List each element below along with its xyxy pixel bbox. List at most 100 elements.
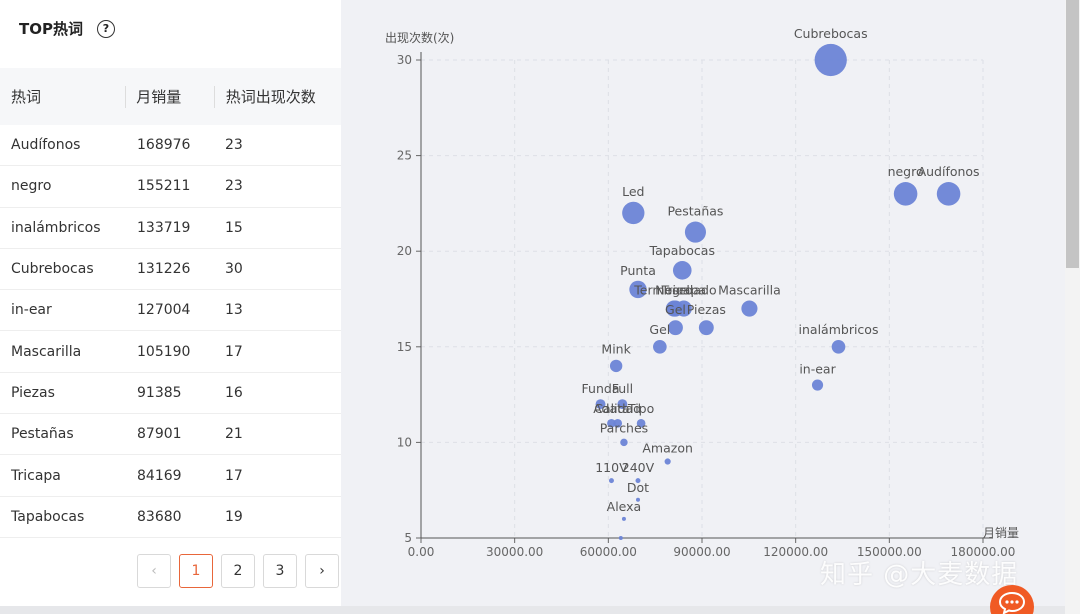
y-tick-label: 25 <box>397 149 412 163</box>
chevron-right-icon: › <box>319 563 325 579</box>
scatter-point[interactable] <box>613 418 623 428</box>
scatter-point[interactable] <box>814 43 847 77</box>
cell-keyword: Tapabocas <box>11 508 85 525</box>
cell-keyword: inalámbricos <box>11 219 101 236</box>
cell-occurrences: 19 <box>225 508 243 525</box>
scatter-point[interactable] <box>620 438 628 447</box>
cell-keyword: negro <box>11 178 52 195</box>
point-label: Mascarilla <box>718 283 781 298</box>
scatter-point[interactable] <box>811 379 824 391</box>
table-row[interactable]: Piezas 91385 16 <box>0 373 341 415</box>
top-keywords-panel: TOP热词 ? 热词 月销量 热词出现次数 Audífonos 168976 23 n… <box>0 0 341 606</box>
scatter-point[interactable] <box>653 339 667 354</box>
point-label: 240V <box>622 460 655 475</box>
scatter-point[interactable] <box>595 399 606 410</box>
scatter-point[interactable] <box>629 280 647 299</box>
point-label: negro <box>888 164 924 179</box>
scatter-point[interactable] <box>635 497 640 502</box>
cell-occurrences: 23 <box>225 178 243 195</box>
scatter-point[interactable] <box>622 201 645 225</box>
scatter-point[interactable] <box>698 320 714 336</box>
page-1-button[interactable]: 1 <box>179 554 213 588</box>
point-label: Alexa <box>607 499 642 514</box>
prev-page-button[interactable]: ‹ <box>137 554 171 588</box>
cell-keyword: Tricapa <box>11 467 61 484</box>
table-row[interactable]: inalámbricos 133719 15 <box>0 208 341 249</box>
cell-occurrences: 23 <box>225 137 243 154</box>
table-body: Audífonos 168976 23 negro 155211 23 inalámbric… <box>0 125 341 538</box>
table-row[interactable]: Pestañas 87901 21 <box>0 414 341 456</box>
scatter-point[interactable] <box>936 182 961 206</box>
point-label: Full <box>612 381 633 396</box>
scrollbar-thumb[interactable] <box>1066 0 1079 268</box>
y-tick-label: 5 <box>404 531 412 545</box>
scatter-point[interactable] <box>635 478 641 484</box>
scatter-point[interactable] <box>609 359 623 373</box>
scatter-point[interactable] <box>617 399 628 410</box>
point-label: Tipo <box>627 401 654 416</box>
point-label: inalámbricos <box>799 322 879 337</box>
point-label: Calidad <box>594 401 641 416</box>
cell-occurrences: 15 <box>225 219 243 236</box>
point-label: Gel <box>665 302 686 317</box>
cell-monthly-sales: 105190 <box>137 343 191 360</box>
chat-button[interactable] <box>990 585 1034 614</box>
panel-title: TOP热词 <box>19 20 83 38</box>
header-divider <box>125 85 127 108</box>
cell-keyword: Pestañas <box>11 426 74 443</box>
y-tick-label: 30 <box>397 53 412 67</box>
scatter-point[interactable] <box>618 536 623 540</box>
point-label: Led <box>622 184 644 199</box>
next-page-button[interactable]: › <box>305 554 339 588</box>
cell-monthly-sales: 127004 <box>137 302 191 319</box>
scatter-point[interactable] <box>684 221 706 243</box>
x-tick-label: 180000.00 <box>951 545 1016 559</box>
scatter-point[interactable] <box>636 418 646 428</box>
cell-monthly-sales: 83680 <box>137 508 182 525</box>
point-label: Negro <box>655 283 693 298</box>
scatter-point[interactable] <box>893 182 918 206</box>
panel-header: TOP热词 ? <box>19 18 115 39</box>
question-circle-icon[interactable]: ? <box>96 19 115 38</box>
cell-occurrences: 21 <box>225 426 243 443</box>
page-2-button[interactable]: 2 <box>221 554 255 588</box>
cell-keyword: Audífonos <box>11 137 81 154</box>
scatter-chart[interactable]: 0.00 30000.00 60000.00 90000.00 120000.00 150… <box>341 0 1065 606</box>
table-row[interactable]: Audífonos 168976 23 <box>0 125 341 167</box>
x-tick-label: 30000.00 <box>486 545 543 559</box>
point-label: in-ear <box>799 361 836 376</box>
header-keyword[interactable]: 热词 <box>11 88 42 106</box>
page-3-button[interactable]: 3 <box>263 554 297 588</box>
scatter-point[interactable] <box>621 516 626 521</box>
table-row[interactable]: Tapabocas 83680 19 <box>0 497 341 538</box>
point-label: Cubrebocas <box>794 26 868 41</box>
header-occurrences[interactable]: 热词出现次数 <box>225 88 316 106</box>
point-label: Punta <box>620 263 656 278</box>
cell-monthly-sales: 91385 <box>137 384 182 401</box>
point-label: Adata <box>593 401 630 416</box>
point-label: Piezas <box>687 302 726 317</box>
scatter-point[interactable] <box>608 478 614 484</box>
point-label: Funda <box>582 381 620 396</box>
cell-monthly-sales: 87901 <box>137 426 182 443</box>
table-row[interactable]: Mascarilla 105190 17 <box>0 331 341 373</box>
scatter-point[interactable] <box>667 300 684 317</box>
table-header: 热词 月销量 热词出现次数 <box>0 68 341 125</box>
scatter-point[interactable] <box>607 418 616 428</box>
cell-monthly-sales: 133719 <box>137 219 191 236</box>
x-tick-label: 120000.00 <box>763 545 828 559</box>
scatter-point[interactable] <box>668 320 683 336</box>
cell-monthly-sales: 131226 <box>137 261 191 278</box>
y-axis-label: 出现次数(次) <box>385 30 454 45</box>
scatter-point[interactable] <box>741 300 758 317</box>
table-row[interactable]: negro 155211 23 <box>0 166 341 208</box>
scatter-point[interactable] <box>831 339 846 354</box>
scatter-point[interactable] <box>672 261 692 280</box>
table-row[interactable]: in-ear 127004 13 <box>0 290 341 332</box>
point-label: Tricapa <box>661 283 707 298</box>
table-row[interactable]: Tricapa 84169 17 <box>0 455 341 497</box>
cell-occurrences: 13 <box>225 302 243 319</box>
table-row[interactable]: Cubrebocas 131226 30 <box>0 249 341 291</box>
scatter-point[interactable] <box>664 458 671 465</box>
header-monthly-sales[interactable]: 月销量 <box>136 88 182 106</box>
